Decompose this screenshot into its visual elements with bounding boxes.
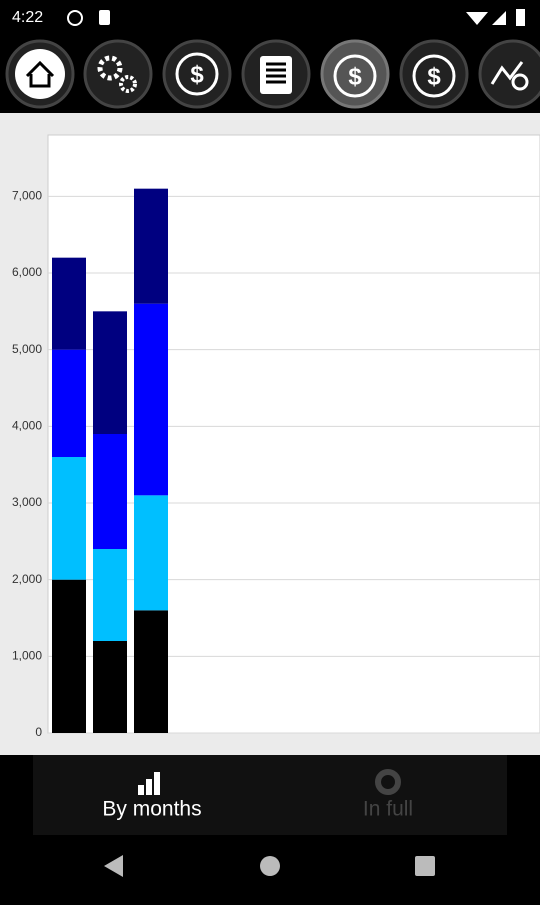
status-icons bbox=[67, 9, 525, 26]
toolbar-button[interactable]: $ bbox=[320, 39, 390, 109]
toolbar-button[interactable] bbox=[5, 39, 75, 109]
bar-segment bbox=[134, 495, 168, 611]
bar-segment bbox=[52, 579, 86, 733]
bar-segment bbox=[52, 457, 86, 580]
bar-segment bbox=[93, 434, 127, 549]
svg-text:$: $ bbox=[427, 63, 441, 90]
tab-icon bbox=[375, 769, 401, 795]
y-tick-label: 0 bbox=[35, 725, 42, 739]
y-tick-label: 1,000 bbox=[12, 649, 42, 663]
nav-home[interactable] bbox=[260, 856, 280, 876]
plot-area bbox=[47, 134, 540, 734]
tab[interactable]: By months bbox=[102, 798, 201, 821]
y-tick-label: 7,000 bbox=[12, 189, 42, 203]
y-tick-label: 2,000 bbox=[12, 572, 42, 586]
svg-text:$: $ bbox=[190, 61, 204, 88]
y-tick-label: 4,000 bbox=[12, 419, 42, 433]
tab[interactable]: In full bbox=[363, 798, 413, 821]
bar-segment bbox=[134, 610, 168, 733]
nav-recent[interactable] bbox=[415, 856, 435, 876]
toolbar: $ $ $ bbox=[5, 39, 540, 109]
toolbar-button[interactable] bbox=[83, 39, 153, 109]
bar-segment bbox=[134, 303, 168, 496]
svg-text:$: $ bbox=[348, 63, 362, 90]
y-tick-label: 5,000 bbox=[12, 342, 42, 356]
bar-segment bbox=[134, 188, 168, 304]
bar-segment bbox=[52, 257, 86, 350]
bar-segment bbox=[93, 311, 127, 434]
bar-segment bbox=[93, 549, 127, 641]
status-time: 4:22 bbox=[12, 9, 43, 26]
y-tick-label: 3,000 bbox=[12, 495, 42, 509]
tab-icon bbox=[138, 772, 160, 795]
toolbar-button[interactable] bbox=[478, 39, 540, 109]
tab-bar bbox=[33, 755, 507, 835]
bar-segment bbox=[52, 349, 86, 457]
toolbar-button[interactable]: $ bbox=[162, 39, 232, 109]
toolbar-button[interactable] bbox=[241, 39, 311, 109]
y-tick-label: 6,000 bbox=[12, 265, 42, 279]
bar-segment bbox=[93, 641, 127, 733]
toolbar-button[interactable]: $ bbox=[399, 39, 469, 109]
nav-back[interactable] bbox=[104, 855, 123, 877]
chart: 0 1,000 2,000 3,000 4,000 5,000 6,000 7,000 bbox=[12, 188, 540, 739]
